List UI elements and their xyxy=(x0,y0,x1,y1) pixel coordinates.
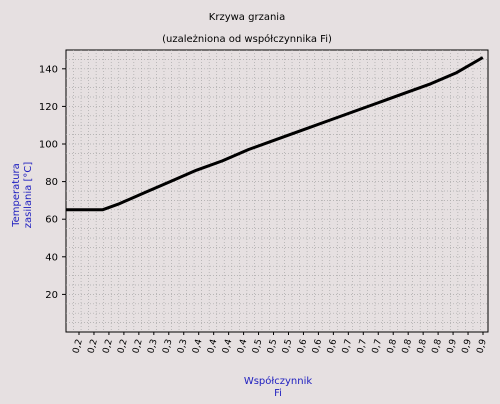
x-tick-label: 0,9 xyxy=(446,338,459,355)
x-axis-label-line1: Współczynnik xyxy=(244,375,313,387)
x-tick-label: 0,6 xyxy=(326,338,339,355)
x-tick-label: 0,8 xyxy=(401,338,414,355)
x-tick-label: 0,7 xyxy=(371,338,384,354)
x-tick-label: 0,3 xyxy=(161,338,174,354)
y-tick-label: 20 xyxy=(45,290,58,301)
x-tick-label: 0,5 xyxy=(251,338,264,354)
x-tick-label: 0,6 xyxy=(311,338,324,355)
x-tick-label: 0,6 xyxy=(296,338,309,355)
x-tick-label: 0,2 xyxy=(116,338,129,354)
y-tick-label: 60 xyxy=(45,215,58,226)
x-tick-label: 0,4 xyxy=(191,338,204,355)
y-axis-label-line1: Temperatura xyxy=(11,163,22,228)
y-axis-ticks: 20 40 60 80 100 120 140 xyxy=(39,64,66,301)
x-tick-label: 0,2 xyxy=(131,338,144,354)
x-tick-label: 0,2 xyxy=(72,338,85,354)
y-tick-label: 100 xyxy=(39,140,58,151)
y-axis-label-line2: zasilania [°C] xyxy=(23,162,34,229)
x-tick-label: 0,5 xyxy=(281,338,294,354)
x-tick-label: 0,8 xyxy=(431,338,444,355)
x-tick-label: 0,7 xyxy=(341,338,354,354)
x-tick-label: 0,4 xyxy=(236,338,249,355)
y-tick-label: 80 xyxy=(45,177,58,188)
x-tick-label: 0,8 xyxy=(386,338,399,355)
x-tick-label: 0,5 xyxy=(266,338,279,354)
x-tick-label: 0,7 xyxy=(356,338,369,354)
x-tick-label: 0,2 xyxy=(86,338,99,354)
chart-subtitle: (uzależniona od współczynnika Fi) xyxy=(162,33,332,45)
x-tick-label: 0,3 xyxy=(146,338,159,354)
x-tick-label: 0,4 xyxy=(221,338,234,355)
x-tick-label: 0,9 xyxy=(476,338,489,355)
x-tick-label: 0,4 xyxy=(206,338,219,355)
grid-lines xyxy=(66,50,488,332)
x-tick-label: 0,8 xyxy=(416,338,429,355)
x-tick-label: 0,3 xyxy=(176,338,189,354)
x-axis-label-line2: Fi xyxy=(274,388,282,399)
x-tick-label: 0,9 xyxy=(461,338,474,355)
y-tick-label: 140 xyxy=(39,64,58,75)
chart-title: Krzywa grzania xyxy=(209,12,285,23)
y-tick-label: 120 xyxy=(39,102,58,113)
x-tick-label: 0,2 xyxy=(101,338,114,354)
y-tick-label: 40 xyxy=(45,252,58,263)
